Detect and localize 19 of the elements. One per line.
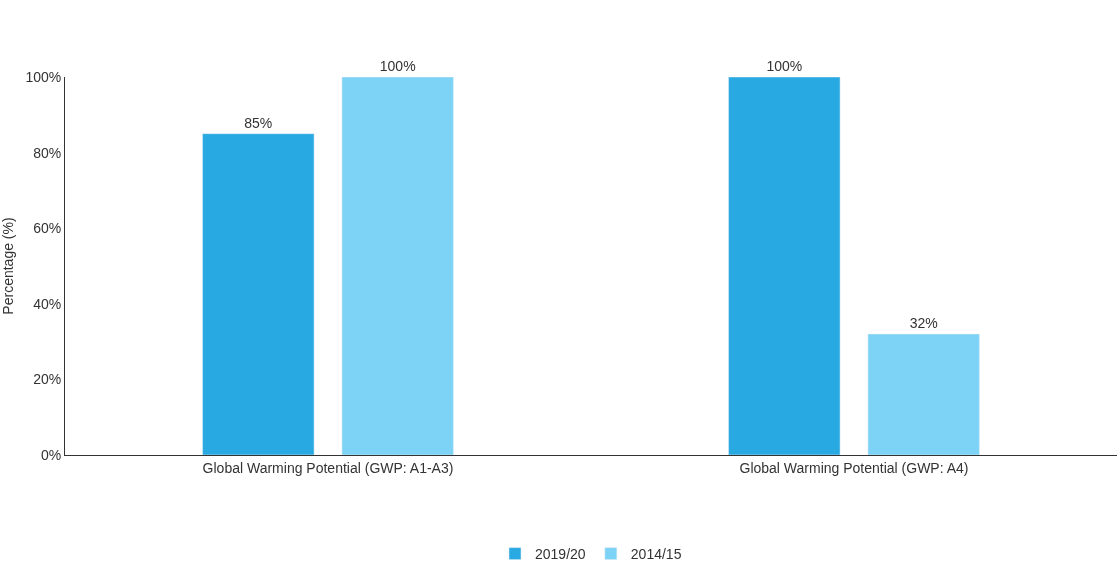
data-label: 32% bbox=[909, 315, 938, 332]
data-label: 100% bbox=[766, 58, 803, 74]
bar bbox=[867, 333, 980, 455]
y-tick-label: 100% bbox=[25, 68, 62, 85]
y-tick-label: 60% bbox=[33, 220, 62, 237]
bar bbox=[202, 133, 315, 455]
x-tick-label: Global Warming Potential (GWP: A4) bbox=[739, 459, 969, 476]
bar bbox=[341, 77, 454, 455]
bar bbox=[728, 77, 841, 455]
y-tick-label: 40% bbox=[33, 295, 62, 312]
y-tick-label: 80% bbox=[33, 144, 62, 161]
legend-label: 2019/20 bbox=[535, 546, 586, 563]
data-label: 85% bbox=[244, 114, 273, 131]
y-tick-label: 0% bbox=[40, 446, 62, 463]
legend-label: 2014/15 bbox=[630, 546, 682, 563]
x-tick-label: Global Warming Potential (GWP: A1-A3) bbox=[202, 459, 454, 476]
y-axis-title: Percentage (%) bbox=[0, 217, 16, 315]
data-label: 100% bbox=[379, 58, 416, 74]
y-tick-label: 20% bbox=[33, 371, 62, 388]
